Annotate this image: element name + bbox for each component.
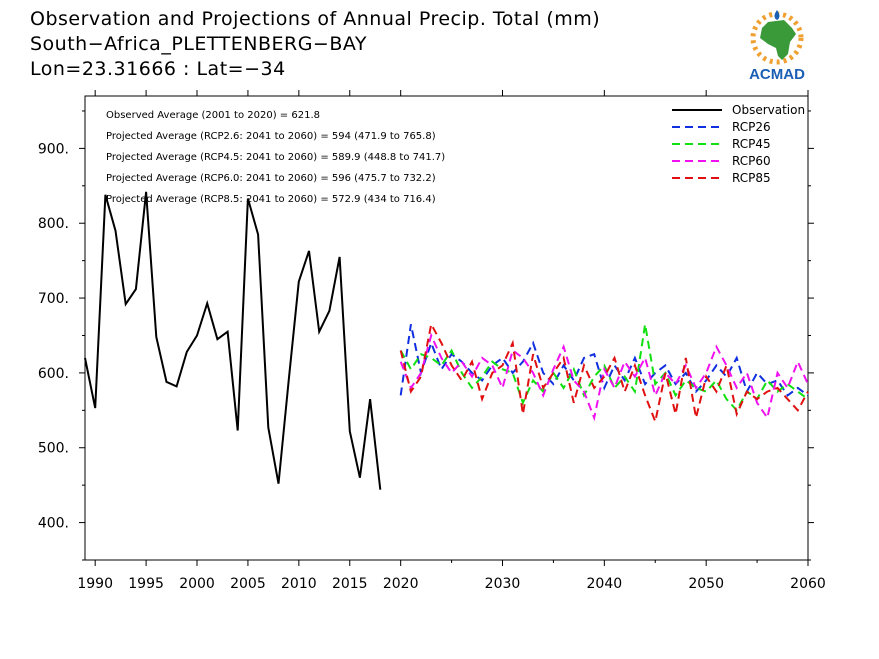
stats-line: Projected Average (RCP8.5: 2041 to 2060)…	[106, 194, 436, 205]
legend-label: RCP26	[732, 120, 771, 134]
station-name: South−Africa_PLETTENBERG−BAY	[30, 33, 368, 55]
legend-label: Observation	[732, 103, 805, 117]
x-tick-label: 2010	[281, 576, 317, 592]
x-tick-label: 2050	[688, 576, 724, 592]
y-tick-label: 500.	[38, 441, 69, 457]
x-tick-label: 1995	[128, 576, 164, 592]
x-tick-label: 2020	[383, 576, 419, 592]
y-tick-label: 800.	[38, 216, 69, 232]
x-tick-label: 2040	[587, 576, 623, 592]
x-tick-label: 2015	[332, 576, 368, 592]
chart-title: Observation and Projections of Annual Pr…	[30, 8, 601, 30]
x-tick-label: 2000	[179, 576, 215, 592]
raindrop-icon	[774, 10, 780, 20]
y-tick-label: 600.	[38, 366, 69, 382]
y-tick-label: 400.	[38, 516, 69, 532]
station-coordinates: Lon=23.31666 : Lat=−34	[30, 58, 286, 80]
stats-line: Projected Average (RCP6.0: 2041 to 2060)…	[106, 173, 436, 184]
stats-line: Projected Average (RCP4.5: 2041 to 2060)…	[106, 152, 445, 163]
x-tick-label: 2005	[230, 576, 266, 592]
stats-line: Observed Average (2001 to 2020) = 621.8	[106, 110, 320, 121]
series-line-observation	[84, 191, 382, 490]
y-tick-label: 700.	[38, 291, 69, 307]
plot-area-frame	[84, 95, 809, 561]
series-line-rcp60	[399, 332, 809, 422]
logo-text: ACMAD	[749, 66, 805, 83]
y-tick-label: 900.	[38, 141, 69, 157]
series-line-rcp26	[399, 324, 809, 397]
legend-label: RCP60	[732, 154, 771, 168]
series-line-rcp85	[399, 321, 809, 425]
x-tick-label: 2030	[485, 576, 521, 592]
stats-line: Projected Average (RCP2.6: 2041 to 2060)…	[106, 131, 436, 142]
legend-label: RCP45	[732, 137, 771, 151]
africa-map-icon	[760, 20, 796, 60]
legend-label: RCP85	[732, 171, 771, 185]
acmad-logo: ACMAD	[738, 8, 816, 86]
series-line-rcp45	[399, 324, 809, 413]
x-tick-label: 2060	[790, 576, 826, 592]
x-tick-label: 1990	[77, 576, 113, 592]
